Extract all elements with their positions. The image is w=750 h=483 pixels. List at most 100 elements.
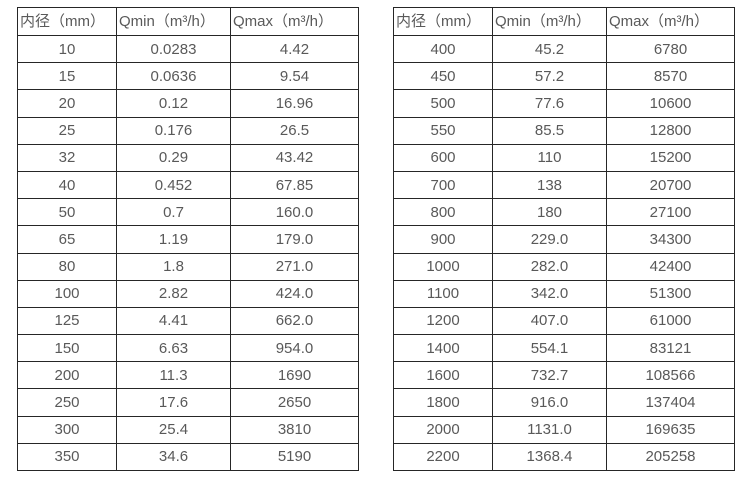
table-row: 125 4.41 662.0	[17, 306, 359, 336]
table-cell: 662.0	[230, 306, 359, 336]
table-cell: 169635	[606, 415, 735, 444]
table-cell: 40	[17, 170, 117, 200]
table-row: 1100 342.0 51300	[393, 279, 735, 308]
header-row: 内径（mm） Qmin（m³/h） Qmax（m³/h）	[393, 7, 735, 36]
table-cell: 229.0	[492, 225, 607, 254]
table-row: 250 17.6 2650	[17, 388, 359, 417]
table-cell: 180	[492, 198, 607, 227]
table-cell: 137404	[606, 388, 735, 417]
table-cell: 1131.0	[492, 415, 607, 444]
table-cell: 61000	[606, 306, 735, 336]
table-cell: 5190	[230, 442, 359, 472]
table-cell: 34300	[606, 225, 735, 254]
table-row: 2000 1131.0 169635	[393, 415, 735, 444]
table-cell: 77.6	[492, 89, 607, 118]
table-cell: 1.19	[116, 225, 231, 254]
table-row: 200 11.3 1690	[17, 361, 359, 390]
table-row: 65 1.19 179.0	[17, 225, 359, 254]
table-cell: 2200	[393, 442, 493, 472]
table-cell: 65	[17, 225, 117, 254]
table-row: 1200 407.0 61000	[393, 306, 735, 336]
table-cell: 2000	[393, 415, 493, 444]
table-cell: 15200	[606, 143, 735, 172]
table-cell: 100	[17, 279, 117, 308]
table-cell: 45.2	[492, 34, 607, 64]
table-cell: 150	[17, 334, 117, 363]
table-row: 800 180 27100	[393, 198, 735, 227]
table-row: 50 0.7 160.0	[17, 198, 359, 227]
table-cell: 85.5	[492, 116, 607, 145]
col-header-diameter: 内径（mm）	[393, 7, 493, 36]
table-cell: 1200	[393, 306, 493, 336]
table-cell: 6.63	[116, 334, 231, 363]
table-cell: 125	[17, 306, 117, 336]
table-cell: 57.2	[492, 62, 607, 91]
table-cell: 0.176	[116, 116, 231, 145]
table-row: 900 229.0 34300	[393, 225, 735, 254]
table-cell: 2650	[230, 388, 359, 417]
table-cell: 0.29	[116, 143, 231, 172]
table-row: 100 2.82 424.0	[17, 279, 359, 308]
table-cell: 9.54	[230, 62, 359, 91]
table-cell: 20	[17, 89, 117, 118]
table-cell: 0.7	[116, 198, 231, 227]
table-cell: 6780	[606, 34, 735, 64]
table-cell: 138	[492, 170, 607, 200]
table-cell: 51300	[606, 279, 735, 308]
table-cell: 900	[393, 225, 493, 254]
table-row: 450 57.2 8570	[393, 62, 735, 91]
table-cell: 1400	[393, 334, 493, 363]
table-cell: 1.8	[116, 252, 231, 281]
table-cell: 10600	[606, 89, 735, 118]
table-cell: 17.6	[116, 388, 231, 417]
table-cell: 27100	[606, 198, 735, 227]
table-cell: 32	[17, 143, 117, 172]
table-cell: 1000	[393, 252, 493, 281]
table-cell: 67.85	[230, 170, 359, 200]
table-cell: 250	[17, 388, 117, 417]
table-cell: 10	[17, 34, 117, 64]
table-cell: 12800	[606, 116, 735, 145]
table-row: 1400 554.1 83121	[393, 334, 735, 363]
table-cell: 43.42	[230, 143, 359, 172]
table-cell: 800	[393, 198, 493, 227]
table-cell: 0.452	[116, 170, 231, 200]
table-cell: 20700	[606, 170, 735, 200]
table-cell: 916.0	[492, 388, 607, 417]
table-row: 700 138 20700	[393, 170, 735, 200]
table-cell: 2.82	[116, 279, 231, 308]
table-cell: 50	[17, 198, 117, 227]
table-cell: 500	[393, 89, 493, 118]
table-cell: 16.96	[230, 89, 359, 118]
table-row: 500 77.6 10600	[393, 89, 735, 118]
table-cell: 34.6	[116, 442, 231, 472]
table-row: 1800 916.0 137404	[393, 388, 735, 417]
table-cell: 205258	[606, 442, 735, 472]
table-row: 10 0.0283 4.42	[17, 34, 359, 64]
table-cell: 0.0283	[116, 34, 231, 64]
table-row: 25 0.176 26.5	[17, 116, 359, 145]
table-row: 15 0.0636 9.54	[17, 62, 359, 91]
table-cell: 450	[393, 62, 493, 91]
table-cell: 8570	[606, 62, 735, 91]
table-cell: 160.0	[230, 198, 359, 227]
table-cell: 25.4	[116, 415, 231, 444]
table-cell: 554.1	[492, 334, 607, 363]
table-cell: 1690	[230, 361, 359, 390]
table-row: 32 0.29 43.42	[17, 143, 359, 172]
table-cell: 108566	[606, 361, 735, 390]
table-cell: 0.0636	[116, 62, 231, 91]
table-row: 1000 282.0 42400	[393, 252, 735, 281]
table-cell: 25	[17, 116, 117, 145]
table-cell: 1800	[393, 388, 493, 417]
table-cell: 1600	[393, 361, 493, 390]
table-cell: 300	[17, 415, 117, 444]
table-cell: 954.0	[230, 334, 359, 363]
table-cell: 424.0	[230, 279, 359, 308]
col-header-qmin: Qmin（m³/h）	[492, 7, 607, 36]
table-row: 80 1.8 271.0	[17, 252, 359, 281]
header-row: 内径（mm） Qmin（m³/h） Qmax（m³/h）	[17, 7, 359, 36]
table-cell: 700	[393, 170, 493, 200]
table-row: 2200 1368.4 205258	[393, 442, 735, 472]
